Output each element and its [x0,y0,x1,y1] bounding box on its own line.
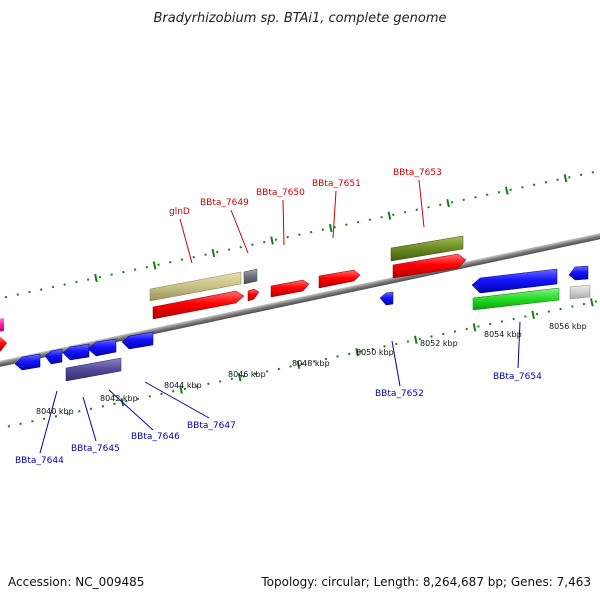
gene-label-bbta7652: BBta_7652 [375,389,424,399]
reverse-tick-line [0,285,600,438]
gene-arrow-glnD [149,271,242,302]
forward-strand-genes [0,235,467,352]
reverse-strand-genes [0,265,591,382]
gene-label-bbta7644: BBta_7644 [15,456,64,466]
forward-label-leaders [179,179,425,264]
gene-arrow-bbta7647 [121,331,154,350]
gene-label-bbta7647: BBta_7647 [187,421,236,431]
scale-label: 8054 kbp [484,330,522,339]
gene-arrow-bbta7644 [14,353,41,371]
gene-arrow-bbta7650 [270,279,310,298]
gene-arrow-bbta7645 [44,348,63,365]
scale-label: 8050 kbp [356,348,394,357]
gene-arrow-bbta7649-cds [247,288,260,302]
gene-label-bbta7645: BBta_7645 [71,444,120,454]
gene-label-bbta7650: BBta_7650 [256,188,305,198]
gene-arrow-bbta7653-cds [392,253,467,279]
major-ticks [94,174,594,407]
gene-arrow-bbta7653 [390,235,464,262]
reverse-label-leaders [39,321,521,454]
scale-label: 8046 kbp [228,370,266,379]
gene-arrow-partial-left [0,337,7,352]
gene-arrow-right-blue [568,265,589,281]
gene-label-bbta7651: BBta_7651 [312,179,361,189]
gene-arrow-glnD-cds [152,290,245,320]
gene-arrow-bbta7654-cds [472,287,560,311]
gene-arrow-bbta7646 [62,343,90,361]
gene-arrow-bbta7654 [471,268,558,294]
gene-arrow-partial-magenta [0,318,4,332]
scale-label: 8052 kbp [420,339,458,348]
scale-label: 8056 kbp [549,322,587,331]
map-title: Bradyrhizobium sp. BTAi1, complete genom… [153,11,446,26]
gene-arrow-bbta7649 [243,268,258,285]
reverse-gene-labels: BBta_7644 BBta_7645 BBta_7646 BBta_7647 … [15,372,542,466]
scale-label: 8044 kbp [164,381,202,390]
gene-label-bbta7653: BBta_7653 [393,168,442,178]
accession-text: Accession: NC_009485 [8,575,144,589]
scale-labels: 8040 kbp 8042 kbp 8044 kbp 8046 kbp 8048… [36,322,587,416]
genome-summary-text: Topology: circular; Length: 8,264,687 bp… [260,575,591,589]
gene-arrow-bbta7645-rna [65,357,122,382]
gene-arrow-right-gray [569,284,591,300]
gene-label-bbta7646: BBta_7646 [131,432,180,442]
scale-label: 8040 kbp [36,407,74,416]
gene-arrow-bbta7652 [379,291,394,306]
gene-label-glnD: glnD [169,207,190,217]
gene-label-bbta7649: BBta_7649 [200,198,249,208]
forward-tick-line [0,161,600,314]
gene-label-bbta7654: BBta_7654 [493,372,542,382]
scale-label: 8042 kbp [100,394,138,403]
scale-label: 8048 kbp [292,359,330,368]
gene-arrow-bbta7646-2 [87,338,117,357]
gene-arrow-bbta7651 [318,269,361,289]
forward-gene-labels: glnD BBta_7649 BBta_7650 BBta_7651 BBta_… [169,168,442,217]
